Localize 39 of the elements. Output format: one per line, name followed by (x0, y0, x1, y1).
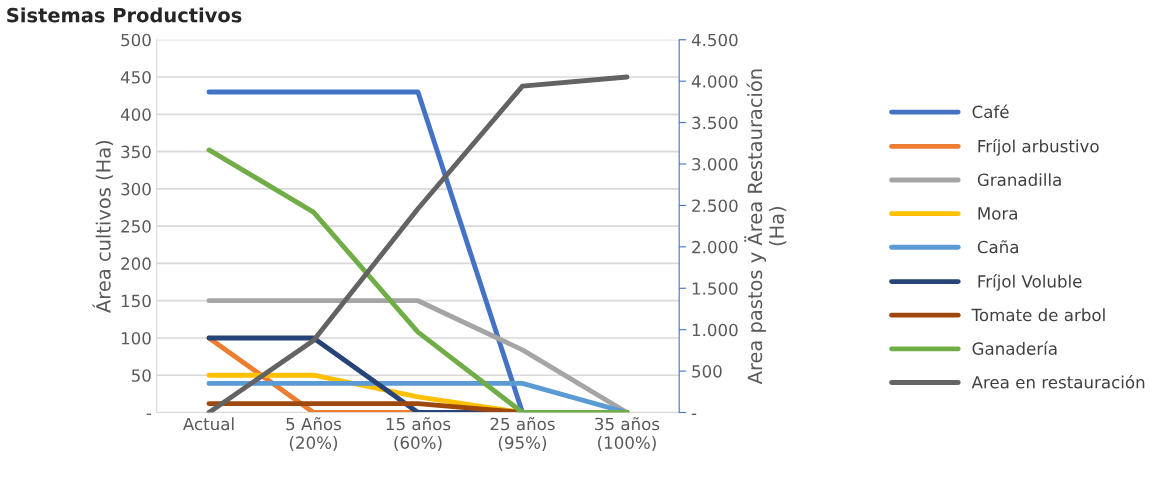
y-tick-label: - (146, 413, 152, 415)
legend-label: Ganadería (972, 341, 1057, 355)
legend-label: Granadilla (977, 173, 1061, 187)
legend-label: Fríjol Voluble (978, 274, 1082, 291)
y2-tick-label: 4.500 (691, 33, 738, 47)
y2-tick-label: 1.500 (692, 282, 738, 295)
x-tick-label: Actual (183, 417, 234, 431)
y2-tick-label: 1.000 (692, 323, 738, 337)
x-tick-label: 35 años (100%) (595, 417, 660, 451)
legend-label: Mora (978, 207, 1017, 220)
y2-tick-label: - (691, 413, 697, 415)
x-tick-label: 5 Años (20%) (286, 417, 342, 451)
x-tick-label: 15 años (60%) (386, 417, 451, 451)
line-series (206, 147, 630, 413)
y-tick-label: 150 (121, 294, 151, 308)
y-tick-label: 350 (121, 145, 151, 159)
x-tick-label: 25 años (95%) (490, 417, 555, 451)
y2-axis-title: Area pastos y Ärea Restauración (Ha) (744, 69, 787, 385)
y2-tick-label: 3.500 (692, 116, 738, 130)
y-tick-label: 50 (131, 369, 151, 382)
legend-label: Caña (977, 240, 1018, 254)
y2-tick-label: 4.000 (691, 75, 738, 88)
y2-tick-label: 2.500 (692, 199, 738, 212)
y-tick-label: 500 (121, 33, 151, 47)
y2-tick-label: 3.000 (692, 157, 738, 171)
y-tick-label: 200 (121, 257, 151, 270)
y-tick-label: 250 (121, 220, 151, 233)
y-tick-label: 450 (120, 71, 151, 84)
y-tick-label: 300 (121, 182, 151, 196)
y-tick-label: 100 (121, 331, 151, 345)
legend-label: Café (972, 104, 1009, 119)
legend-label: Fríjol arbustivo (978, 138, 1099, 156)
legend-label: Area en restauración (971, 374, 1145, 389)
y-tick-label: 400 (120, 108, 151, 121)
y2-tick-label: 2.000 (692, 240, 738, 254)
y-axis-title: Área cultivos (Ha) (92, 140, 114, 313)
legend-label: Tomate de arbol (971, 308, 1105, 322)
chart-title: Sistemas Productivos (7, 7, 242, 23)
y2-tick-label: 500 (692, 365, 722, 378)
